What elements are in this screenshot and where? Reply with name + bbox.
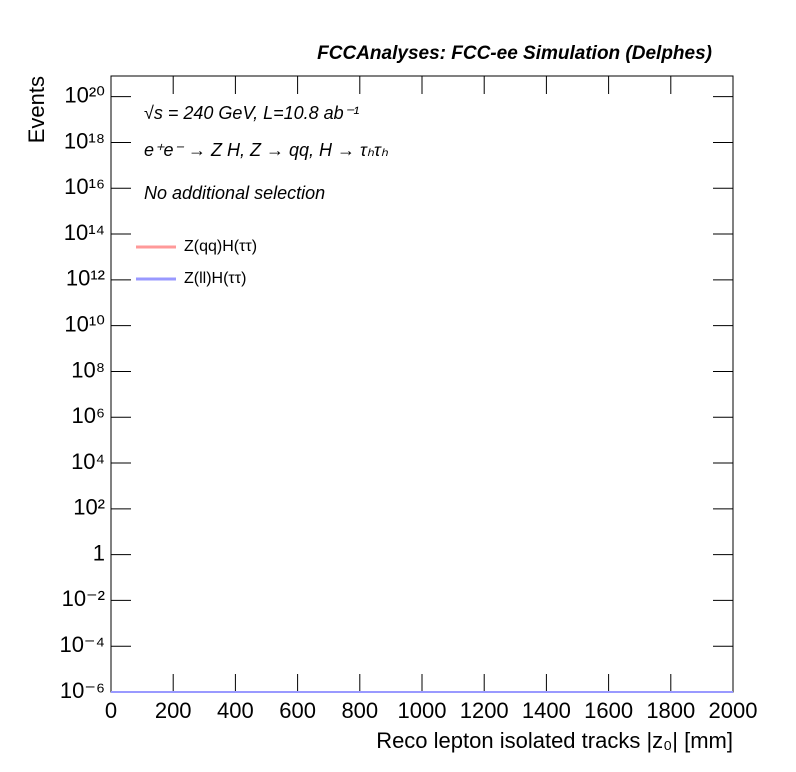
- y-tick-label: 10⁴: [71, 449, 105, 474]
- x-tick-label: 1000: [398, 698, 447, 723]
- x-tick-label: 1600: [584, 698, 633, 723]
- y-tick-label: 10¹⁴: [64, 220, 105, 245]
- y-tick-label: 10¹⁶: [64, 174, 105, 199]
- y-tick-label: 10⁻²: [62, 586, 105, 611]
- y-axis-label: Events: [24, 76, 49, 143]
- y-tick-label: 10⁸: [71, 357, 105, 382]
- chart-title: FCCAnalyses: FCC-ee Simulation (Delphes): [317, 43, 712, 64]
- y-tick-label: 10¹²: [66, 266, 105, 291]
- x-tick-label: 600: [279, 698, 316, 723]
- x-tick-label: 800: [341, 698, 378, 723]
- annotation: e⁺e⁻ → Z H, Z → qq, H → τₕτₕ: [144, 140, 389, 160]
- legend-label: Z(ll)H(ττ): [184, 270, 246, 287]
- y-tick-label: 10¹⁸: [64, 128, 105, 153]
- x-tick-label: 2000: [709, 698, 758, 723]
- y-tick-label: 10⁶: [71, 403, 105, 428]
- y-tick-label: 10²: [73, 495, 105, 520]
- x-tick-label: 200: [155, 698, 192, 723]
- x-tick-label: 1400: [522, 698, 571, 723]
- x-tick-label: 0: [105, 698, 117, 723]
- x-tick-label: 1200: [460, 698, 509, 723]
- x-tick-label: 400: [217, 698, 254, 723]
- x-axis-label: Reco lepton isolated tracks |z₀| [mm]: [376, 728, 733, 753]
- annotation: No additional selection: [144, 183, 325, 203]
- legend-label: Z(qq)H(ττ): [184, 238, 257, 255]
- y-tick-label: 10¹⁰: [64, 311, 105, 336]
- y-tick-label: 10⁻⁴: [59, 632, 105, 657]
- annotation: √s = 240 GeV, L=10.8 ab⁻¹: [144, 103, 359, 123]
- x-tick-label: 1800: [646, 698, 695, 723]
- y-tick-label: 10⁻⁶: [60, 678, 105, 703]
- y-tick-label: 1: [93, 540, 105, 565]
- y-tick-label: 10²⁰: [64, 82, 105, 107]
